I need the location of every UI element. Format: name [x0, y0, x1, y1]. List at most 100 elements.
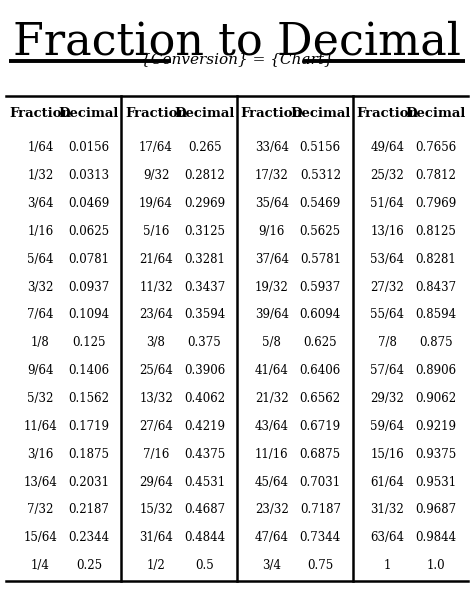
- Text: 55/64: 55/64: [370, 308, 404, 321]
- Text: 0.1406: 0.1406: [68, 364, 109, 377]
- Text: 13/16: 13/16: [371, 225, 404, 238]
- Text: 0.6094: 0.6094: [300, 308, 341, 321]
- Text: Fraction: Fraction: [241, 107, 303, 120]
- Text: 21/64: 21/64: [139, 252, 173, 266]
- Text: 3/8: 3/8: [146, 336, 165, 349]
- Text: 23/32: 23/32: [255, 503, 289, 516]
- Text: 37/64: 37/64: [255, 252, 289, 266]
- Text: 9/16: 9/16: [258, 225, 285, 238]
- Text: 0.1719: 0.1719: [68, 420, 109, 433]
- Text: 0.5469: 0.5469: [300, 197, 341, 210]
- Text: 5/16: 5/16: [143, 225, 169, 238]
- Text: 1/64: 1/64: [27, 141, 54, 154]
- Text: 0.3906: 0.3906: [184, 364, 225, 377]
- Text: 0.7187: 0.7187: [300, 503, 341, 516]
- Text: 41/64: 41/64: [255, 364, 289, 377]
- Text: 0.9687: 0.9687: [415, 503, 456, 516]
- Text: 7/32: 7/32: [27, 503, 54, 516]
- Text: 51/64: 51/64: [370, 197, 404, 210]
- Text: 0.8125: 0.8125: [416, 225, 456, 238]
- Text: 31/64: 31/64: [139, 531, 173, 544]
- Text: 0.7812: 0.7812: [416, 169, 456, 182]
- Text: 17/32: 17/32: [255, 169, 289, 182]
- Text: 0.9531: 0.9531: [415, 476, 456, 488]
- Text: 15/32: 15/32: [139, 503, 173, 516]
- Text: 0.2969: 0.2969: [184, 197, 225, 210]
- Text: 0.875: 0.875: [419, 336, 453, 349]
- Text: 29/32: 29/32: [371, 392, 404, 405]
- Text: 0.375: 0.375: [188, 336, 221, 349]
- Text: 0.4844: 0.4844: [184, 531, 225, 544]
- Text: 0.0156: 0.0156: [68, 141, 109, 154]
- Text: 0.8594: 0.8594: [415, 308, 456, 321]
- Text: 7/16: 7/16: [143, 448, 169, 461]
- Text: 0.0469: 0.0469: [68, 197, 109, 210]
- Text: 0.3281: 0.3281: [184, 252, 225, 266]
- Text: 0.7656: 0.7656: [415, 141, 456, 154]
- Text: 45/64: 45/64: [255, 476, 289, 488]
- Text: 0.2812: 0.2812: [184, 169, 225, 182]
- Text: 0.0781: 0.0781: [68, 252, 109, 266]
- Text: 21/32: 21/32: [255, 392, 289, 405]
- Text: 27/32: 27/32: [371, 280, 404, 293]
- Text: 11/64: 11/64: [24, 420, 57, 433]
- Text: 0.9844: 0.9844: [415, 531, 456, 544]
- Text: 0.7344: 0.7344: [300, 531, 341, 544]
- Text: 0.0937: 0.0937: [68, 280, 109, 293]
- Text: 1/2: 1/2: [146, 559, 165, 572]
- Text: 33/64: 33/64: [255, 141, 289, 154]
- Text: 17/64: 17/64: [139, 141, 173, 154]
- Text: 59/64: 59/64: [370, 420, 404, 433]
- Text: 53/64: 53/64: [370, 252, 404, 266]
- Text: 0.2344: 0.2344: [68, 531, 109, 544]
- Text: 25/64: 25/64: [139, 364, 173, 377]
- Text: 15/64: 15/64: [23, 531, 57, 544]
- Text: 0.3125: 0.3125: [184, 225, 225, 238]
- Text: 9/32: 9/32: [143, 169, 169, 182]
- Text: 0.9375: 0.9375: [415, 448, 456, 461]
- Text: 1/16: 1/16: [27, 225, 54, 238]
- Text: 0.125: 0.125: [72, 336, 106, 349]
- Text: 13/32: 13/32: [139, 392, 173, 405]
- Text: 0.625: 0.625: [303, 336, 337, 349]
- Text: 3/32: 3/32: [27, 280, 54, 293]
- Text: 5/64: 5/64: [27, 252, 54, 266]
- Text: 0.0313: 0.0313: [68, 169, 109, 182]
- Text: 0.75: 0.75: [307, 559, 333, 572]
- Text: 1/32: 1/32: [27, 169, 54, 182]
- Text: 0.9219: 0.9219: [415, 420, 456, 433]
- Text: {Conversion} = {Chart}: {Conversion} = {Chart}: [141, 52, 333, 67]
- Text: 39/64: 39/64: [255, 308, 289, 321]
- Text: 0.6406: 0.6406: [300, 364, 341, 377]
- Text: Fraction: Fraction: [125, 107, 187, 120]
- Text: 0.2031: 0.2031: [68, 476, 109, 488]
- Text: 0.265: 0.265: [188, 141, 221, 154]
- Text: Fraction: Fraction: [356, 107, 419, 120]
- Text: 1: 1: [383, 559, 391, 572]
- Text: Decimal: Decimal: [406, 107, 466, 120]
- Text: 11/32: 11/32: [139, 280, 173, 293]
- Text: 7/8: 7/8: [378, 336, 397, 349]
- Text: 49/64: 49/64: [370, 141, 404, 154]
- Text: 19/64: 19/64: [139, 197, 173, 210]
- Text: 3/4: 3/4: [262, 559, 281, 572]
- Text: 0.6562: 0.6562: [300, 392, 341, 405]
- Text: 0.9062: 0.9062: [415, 392, 456, 405]
- Text: 0.5781: 0.5781: [300, 252, 341, 266]
- Text: Decimal: Decimal: [174, 107, 235, 120]
- Text: 1/4: 1/4: [31, 559, 50, 572]
- Text: 7/64: 7/64: [27, 308, 54, 321]
- Text: 0.0625: 0.0625: [68, 225, 109, 238]
- Text: 61/64: 61/64: [370, 476, 404, 488]
- Text: Fraction: Fraction: [9, 107, 72, 120]
- Text: 0.5156: 0.5156: [300, 141, 341, 154]
- Text: 0.5625: 0.5625: [300, 225, 341, 238]
- Text: 0.5937: 0.5937: [300, 280, 341, 293]
- Text: 0.3437: 0.3437: [184, 280, 225, 293]
- Text: Decimal: Decimal: [290, 107, 350, 120]
- Text: 0.8906: 0.8906: [415, 364, 456, 377]
- Text: 0.6875: 0.6875: [300, 448, 341, 461]
- Text: 3/16: 3/16: [27, 448, 54, 461]
- Text: 0.8437: 0.8437: [415, 280, 456, 293]
- Text: 0.4062: 0.4062: [184, 392, 225, 405]
